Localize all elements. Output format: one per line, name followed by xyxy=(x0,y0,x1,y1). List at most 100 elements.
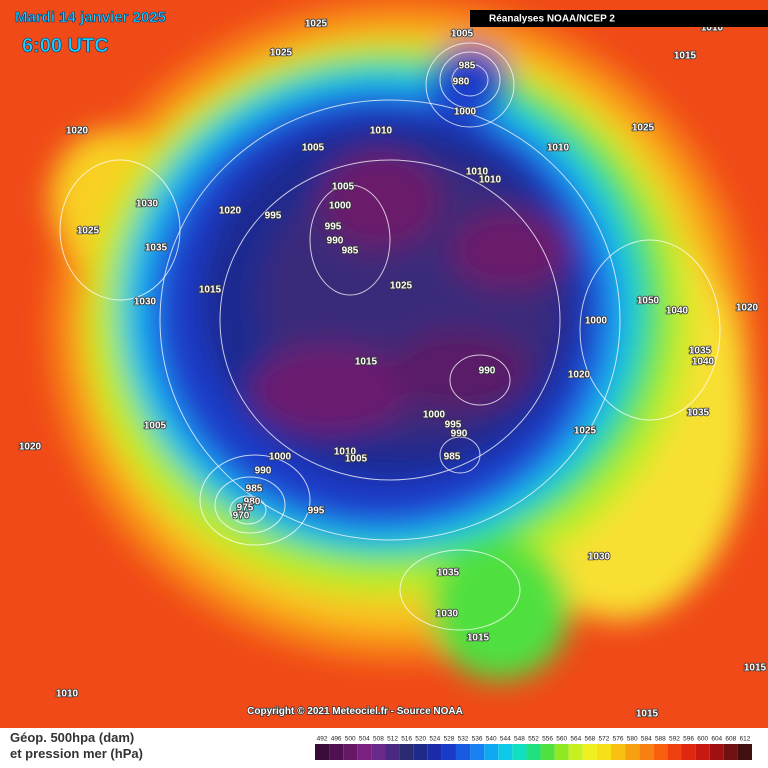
pressure-label: 1005 xyxy=(144,421,167,432)
scale-label: 584 xyxy=(641,736,652,743)
scale-label: 604 xyxy=(711,736,722,743)
scale-label: 528 xyxy=(443,736,454,743)
scale-label: 492 xyxy=(317,736,328,743)
pressure-label: 1035 xyxy=(437,568,460,579)
scale-swatch xyxy=(399,744,414,760)
source-banner xyxy=(470,10,768,27)
scale-swatch xyxy=(709,744,724,760)
pressure-label: 990 xyxy=(479,366,496,377)
scale-label: 500 xyxy=(345,736,356,743)
pressure-label: 1015 xyxy=(744,663,767,674)
pressure-label: 1005 xyxy=(345,454,368,465)
scale-swatch xyxy=(667,744,682,760)
scale-swatch xyxy=(413,744,428,760)
legend-title: Géop. 500hpa (dam) xyxy=(10,730,134,745)
scale-swatch xyxy=(357,744,372,760)
pressure-label: 1050 xyxy=(637,296,660,307)
pressure-label: 1040 xyxy=(666,306,689,317)
scale-swatch xyxy=(611,744,626,760)
scale-swatch xyxy=(695,744,710,760)
scale-swatch xyxy=(484,744,499,760)
pressure-label: 1015 xyxy=(467,633,490,644)
scale-label: 588 xyxy=(655,736,666,743)
scale-swatch xyxy=(512,744,527,760)
pressure-label: 985 xyxy=(342,246,359,257)
pressure-label: 1005 xyxy=(451,29,474,40)
scale-label: 520 xyxy=(415,736,426,743)
pressure-label: 1025 xyxy=(305,19,328,30)
pressure-label: 990 xyxy=(451,429,468,440)
isobars xyxy=(59,42,721,631)
scale-swatch xyxy=(470,744,485,760)
scale-label: 592 xyxy=(669,736,680,743)
pressure-label: 1025 xyxy=(632,123,655,134)
pressure-label: 1010 xyxy=(466,167,489,178)
pressure-label: 1000 xyxy=(269,452,292,463)
scale-swatch xyxy=(737,744,752,760)
scale-label: 600 xyxy=(697,736,708,743)
pressure-label: 980 xyxy=(244,497,261,508)
pressure-label: 995 xyxy=(265,211,282,222)
pressure-label: 985 xyxy=(459,61,476,72)
scale-label: 576 xyxy=(613,736,624,743)
pressure-label: 985 xyxy=(246,484,263,495)
scale-label: 532 xyxy=(458,736,469,743)
pressure-label: 1020 xyxy=(66,126,89,137)
pressure-label: 995 xyxy=(445,420,462,431)
scale-label: 504 xyxy=(359,736,370,743)
source: Réanalyses NOAA/NCEP 2 xyxy=(489,14,615,25)
pressure-label: 1035 xyxy=(689,346,712,357)
scale-swatch xyxy=(498,744,513,760)
scale-swatch xyxy=(554,744,569,760)
geopotential-field xyxy=(0,0,768,728)
pressure-label: 1025 xyxy=(390,281,413,292)
scale-swatch xyxy=(343,744,358,760)
scale-swatch xyxy=(596,744,612,760)
scale-label: 596 xyxy=(683,736,694,743)
pressure-label: 985 xyxy=(444,452,461,463)
pressure-label: 1005 xyxy=(302,143,325,154)
scale-label: 496 xyxy=(331,736,342,743)
scale-label: 560 xyxy=(556,736,567,743)
pressure-label: 1025 xyxy=(270,48,293,59)
pressure-label: 1015 xyxy=(674,51,697,62)
scale-swatch xyxy=(653,744,668,760)
scale-label: 512 xyxy=(387,736,398,743)
pressure-label: 1015 xyxy=(355,357,378,368)
scale-label: 548 xyxy=(514,736,525,743)
scale-swatch xyxy=(441,744,456,760)
pressure-label: 1000 xyxy=(454,107,477,118)
pressure-label: 1020 xyxy=(736,303,759,314)
scale-swatch xyxy=(385,744,400,760)
scale-swatch xyxy=(540,744,555,760)
scale-swatch xyxy=(568,744,583,760)
pressure-label: 995 xyxy=(308,506,325,517)
pressure-label: 1005 xyxy=(332,182,355,193)
pressure-label: 970 xyxy=(233,511,250,522)
pressure-label: 1010 xyxy=(334,447,357,458)
scale-swatch xyxy=(329,744,344,760)
pressure-label: 1020 xyxy=(219,206,242,217)
scale-label: 544 xyxy=(500,736,511,743)
pressure-label: 1015 xyxy=(636,709,659,720)
scale-label: 568 xyxy=(584,736,595,743)
time: 6:00 UTC xyxy=(22,35,109,57)
pressure-label: 1010 xyxy=(56,689,79,700)
scale-label: 556 xyxy=(542,736,553,743)
scale-label: 524 xyxy=(429,736,440,743)
pressure-label: 1020 xyxy=(568,370,591,381)
scale-swatch xyxy=(681,744,696,760)
scale-swatch xyxy=(625,744,640,760)
color-scale: 492 496 500 504 508 512 516 520 524 528 532 536 540 5… xyxy=(315,736,752,760)
pressure-label: 1030 xyxy=(436,609,459,620)
date: Mardi 14 janvier 2025 xyxy=(15,9,166,26)
pressure-label: 990 xyxy=(327,236,344,247)
scale-swatch xyxy=(526,744,541,760)
pressure-label: 990 xyxy=(255,466,272,477)
scale-label: 536 xyxy=(472,736,483,743)
pressure-label: 1010 xyxy=(547,143,570,154)
pressure-label: 1035 xyxy=(687,408,710,419)
pressure-label: 995 xyxy=(325,222,342,233)
scale-label: 612 xyxy=(740,736,751,743)
